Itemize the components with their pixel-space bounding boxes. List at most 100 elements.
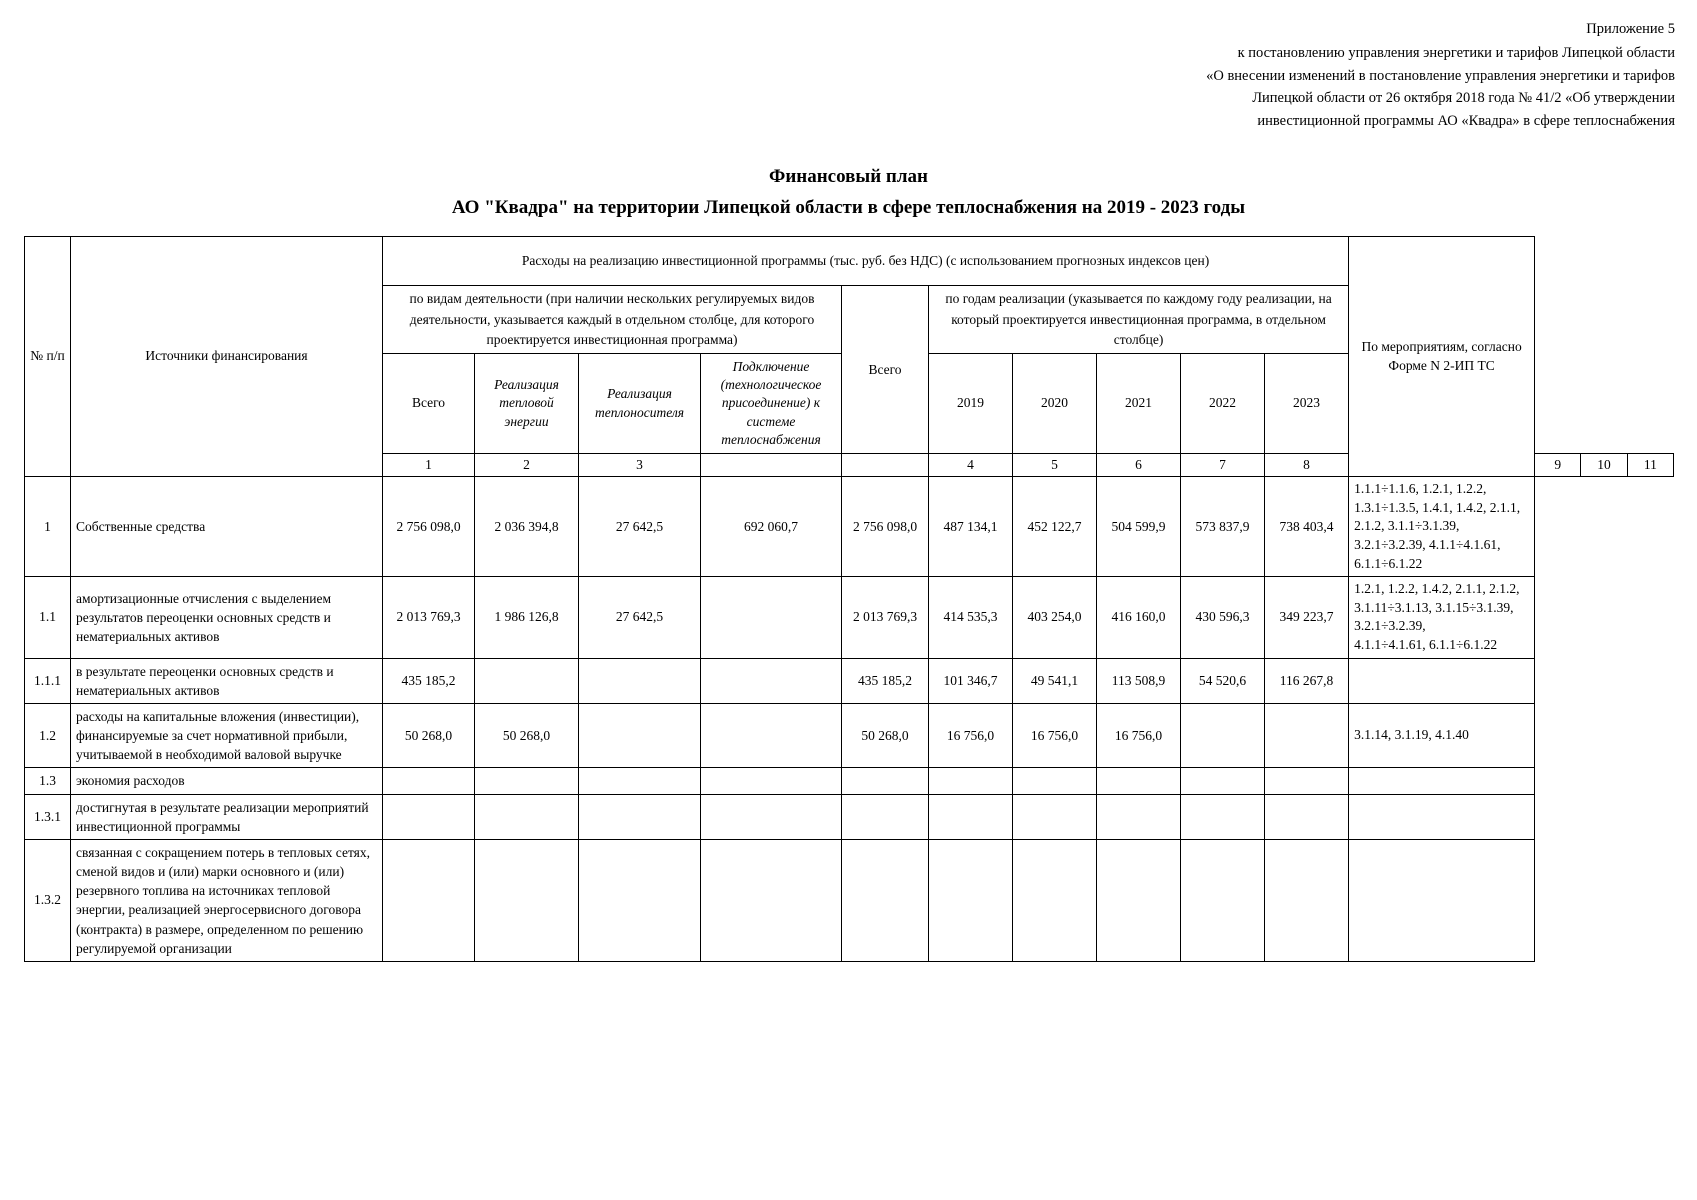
table-body: 1 Собственные средства 2 756 098,0 2 036 39…	[24, 475, 1674, 962]
header-line-2: «О внесении изменений в постановление уп…	[1206, 67, 1675, 84]
cell-measures	[1348, 657, 1536, 704]
table-row: 1.3.2 связанная с сокращением потерь в те…	[24, 838, 1674, 962]
row-index: 1	[24, 475, 71, 578]
cell-connection	[700, 576, 842, 659]
cell-heat-energy	[474, 793, 579, 840]
row-index: 1.1	[24, 576, 71, 659]
cell-total-activity	[382, 838, 475, 962]
cell-total-years: 2 756 098,0	[841, 475, 929, 578]
cell-total-activity: 2 756 098,0	[382, 475, 475, 578]
cell-y2023: 349 223,7	[1263, 576, 1350, 659]
cell-y2023	[1263, 702, 1350, 769]
cell-y2020: 403 254,0	[1012, 576, 1097, 659]
cell-y2020	[1012, 793, 1097, 840]
cell-total-activity	[382, 767, 475, 795]
th-year-2022: 2022	[1180, 353, 1265, 454]
th-year-2020: 2020	[1012, 353, 1097, 454]
th-year-2019: 2019	[928, 353, 1013, 454]
cell-y2023: 116 267,8	[1263, 657, 1350, 704]
row-index: 1.2	[24, 702, 71, 769]
cell-y2021: 16 756,0	[1096, 702, 1181, 769]
cell-heat-energy	[474, 838, 579, 962]
cell-total-activity: 2 013 769,3	[382, 576, 475, 659]
colnum-11: 11	[1626, 453, 1675, 477]
row-funding-source: достигнутая в результате реализации меро…	[70, 793, 383, 840]
cell-total-activity: 435 185,2	[382, 657, 475, 704]
colnum-10: 10	[1580, 453, 1628, 477]
cell-y2021: 416 160,0	[1096, 576, 1181, 659]
cell-coolant	[578, 838, 701, 962]
cell-y2020: 16 756,0	[1012, 702, 1097, 769]
cell-y2019: 16 756,0	[928, 702, 1013, 769]
cell-coolant	[578, 657, 701, 704]
cell-total-activity	[382, 793, 475, 840]
cell-measures: 1.2.1, 1.2.2, 1.4.2, 2.1.1, 2.1.2, 3.1.1…	[1348, 576, 1536, 659]
row-funding-source: связанная с сокращением потерь в тепловы…	[70, 838, 383, 962]
cell-total-years: 435 185,2	[841, 657, 929, 704]
cell-measures	[1348, 793, 1536, 840]
cell-y2022: 430 596,3	[1180, 576, 1265, 659]
cell-y2020: 452 122,7	[1012, 475, 1097, 578]
header-row-top: № п/п Источники финансирования Расходы н…	[24, 235, 1674, 477]
colnum-7: 7	[1180, 453, 1265, 477]
row-index: 1.3.1	[24, 793, 71, 840]
document-title-block: Финансовый план АО "Квадра" на территори…	[0, 163, 1697, 221]
cell-total-years	[841, 793, 929, 840]
cell-y2019	[928, 793, 1013, 840]
colnum-9: 9	[1534, 453, 1582, 477]
th-year-2023: 2023	[1263, 353, 1350, 454]
page-title: Финансовый план	[769, 166, 928, 187]
cell-y2022	[1180, 793, 1265, 840]
th-number: № п/п	[24, 236, 71, 477]
table-row: 1.3 экономия расходов	[24, 767, 1674, 795]
cell-coolant	[578, 793, 701, 840]
header-line-1: к постановлению управления энергетики и …	[1237, 45, 1675, 62]
cell-total-years: 2 013 769,3	[841, 576, 929, 659]
cell-measures	[1348, 838, 1536, 962]
cell-measures: 3.1.14, 3.1.19, 4.1.40	[1348, 702, 1536, 769]
cell-total-years	[841, 838, 929, 962]
financial-plan-table: № п/п Источники финансирования Расходы н…	[24, 235, 1675, 962]
cell-y2019	[928, 767, 1013, 795]
header-line-3: Липецкой области от 26 октября 2018 года…	[1252, 90, 1675, 107]
colnum-5: 5	[1012, 453, 1097, 477]
cell-y2020	[1012, 767, 1097, 795]
header-line-4: инвестиционной программы АО «Квадра» в с…	[1257, 112, 1675, 129]
th-funding-source: Источники финансирования	[70, 236, 383, 477]
row-index: 1.3	[24, 767, 71, 795]
row-funding-source: экономия расходов	[70, 767, 383, 795]
cell-connection	[700, 702, 842, 769]
cell-y2022	[1180, 838, 1265, 962]
th-activity-total: Всего	[382, 353, 475, 454]
header-row-columns: Всего Реализация тепловой энергии Реализ…	[25, 353, 1674, 454]
colnum-blank-2	[841, 453, 929, 477]
cell-heat-energy: 1 986 126,8	[474, 576, 579, 659]
cell-y2021	[1096, 793, 1181, 840]
th-heat-energy: Реализация тепловой энергии	[474, 353, 579, 454]
cell-y2020: 49 541,1	[1012, 657, 1097, 704]
cell-y2019: 414 535,3	[928, 576, 1013, 659]
th-by-activity-group: по видам деятельности (при наличии неско…	[382, 285, 842, 354]
row-funding-source: амортизационные отчисления с выделением …	[70, 576, 383, 659]
colnum-3: 3	[578, 453, 701, 477]
cell-y2023	[1263, 767, 1350, 795]
th-measures-label: По мероприятиям, согласно Форме N 2-ИП Т…	[1361, 339, 1522, 373]
colnum-4: 4	[928, 453, 1013, 477]
colnum-8: 8	[1263, 453, 1350, 477]
table-row: 1.2 расходы на капитальные вложения (инве…	[24, 702, 1674, 769]
page-subtitle: АО "Квадра" на территории Липецкой облас…	[451, 196, 1246, 218]
row-index: 1.1.1	[24, 657, 71, 704]
table-row: 1.1.1 в результате переоценки основных ср…	[24, 657, 1674, 704]
cell-y2019: 101 346,7	[928, 657, 1013, 704]
cell-y2019: 487 134,1	[928, 475, 1013, 578]
appendix-number: Приложение 5	[1586, 21, 1675, 37]
cell-coolant: 27 642,5	[578, 576, 701, 659]
cell-total-years: 50 268,0	[841, 702, 929, 769]
document-header: Приложение 5 к постановлению управления …	[975, 18, 1675, 132]
cell-connection	[700, 767, 842, 795]
th-year-2021: 2021	[1096, 353, 1181, 454]
cell-y2021: 504 599,9	[1096, 475, 1181, 578]
cell-y2023	[1263, 793, 1350, 840]
cell-connection	[700, 657, 842, 704]
th-connection: Подключение (технологическое присоединен…	[700, 353, 842, 454]
